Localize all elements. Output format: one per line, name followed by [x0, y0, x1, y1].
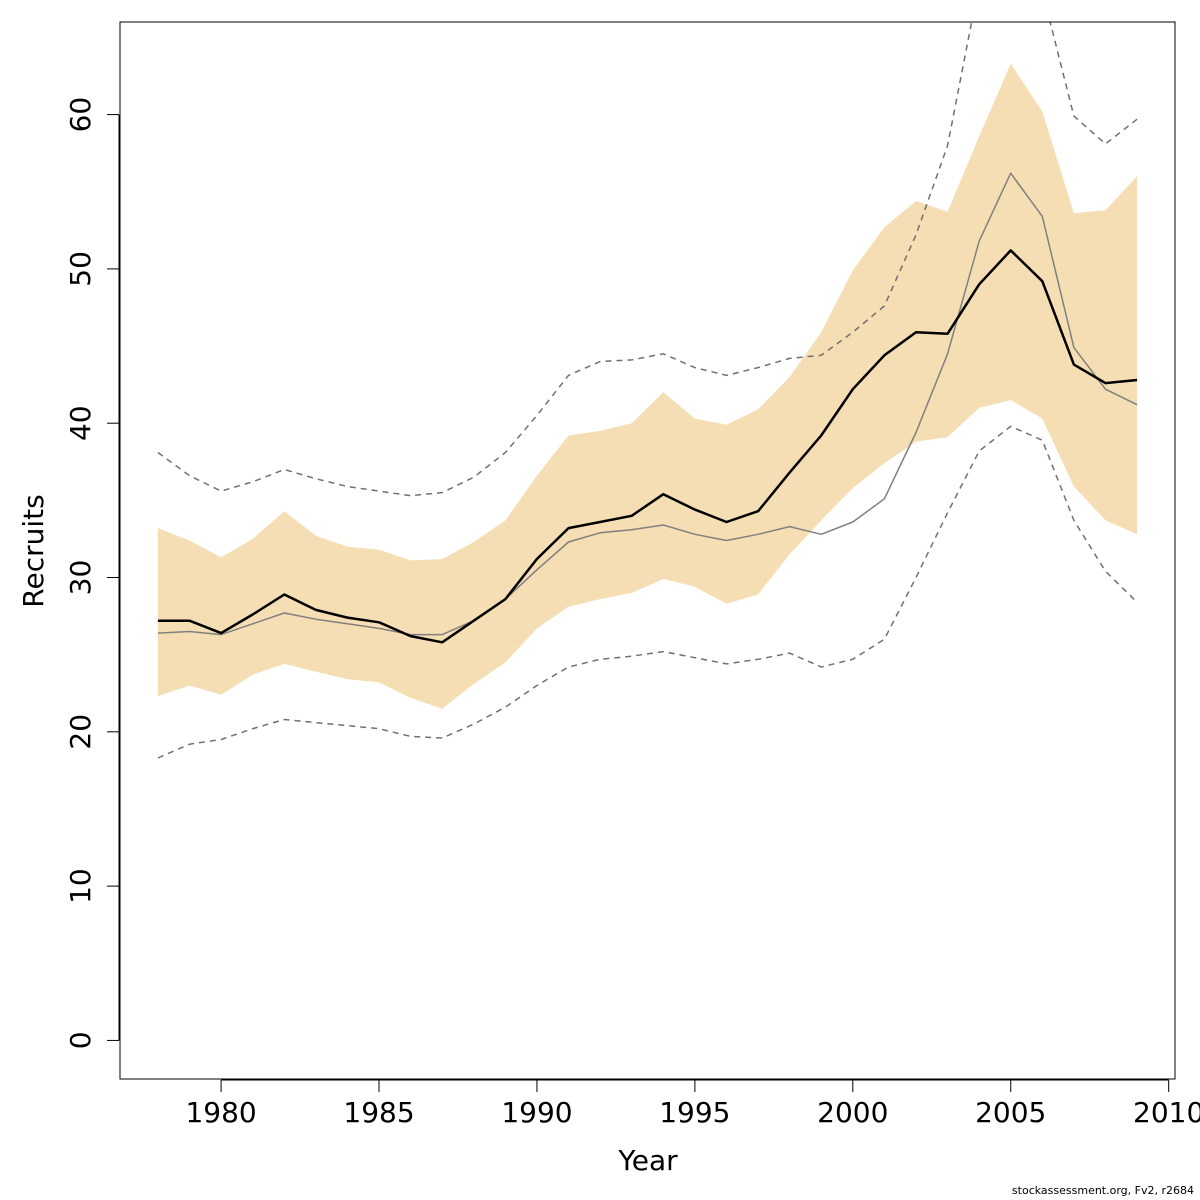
y-tick-label: 60	[64, 97, 97, 133]
x-axis-title: Year	[617, 1144, 678, 1177]
x-tick-label: 2010	[1133, 1096, 1200, 1129]
y-tick-label: 40	[64, 405, 97, 441]
confidence-band	[157, 63, 1138, 709]
series-line-estimate	[157, 249, 1138, 644]
y-tick-label: 10	[64, 868, 97, 904]
x-tick-label: 1995	[659, 1096, 730, 1129]
y-tick-label: 0	[64, 1031, 97, 1049]
series-line-lower-dashed	[157, 425, 1138, 759]
x-tick-label: 1985	[343, 1096, 414, 1129]
x-axis: 1980 1985 1990 1995 2000 2005 2010	[185, 1079, 1200, 1129]
y-tick-label: 20	[64, 714, 97, 750]
x-tick-label: 2005	[975, 1096, 1046, 1129]
x-tick-label: 1980	[185, 1096, 256, 1129]
series-line-upper-dashed	[157, 22, 1138, 497]
x-tick-label: 1990	[501, 1096, 572, 1129]
footer-note: stockassessment.org, Fv2, r2684	[1011, 1184, 1194, 1197]
y-tick-label: 50	[64, 251, 97, 287]
y-axis-title: Recruits	[17, 494, 50, 607]
plot-frame	[119, 21, 1176, 1080]
series-line-reference	[157, 172, 1138, 636]
plot-area	[157, 22, 1138, 759]
y-tick-label: 30	[64, 560, 97, 596]
x-tick-label: 2000	[817, 1096, 888, 1129]
y-axis: 0 10 20 30 40 50 60	[64, 97, 120, 1049]
